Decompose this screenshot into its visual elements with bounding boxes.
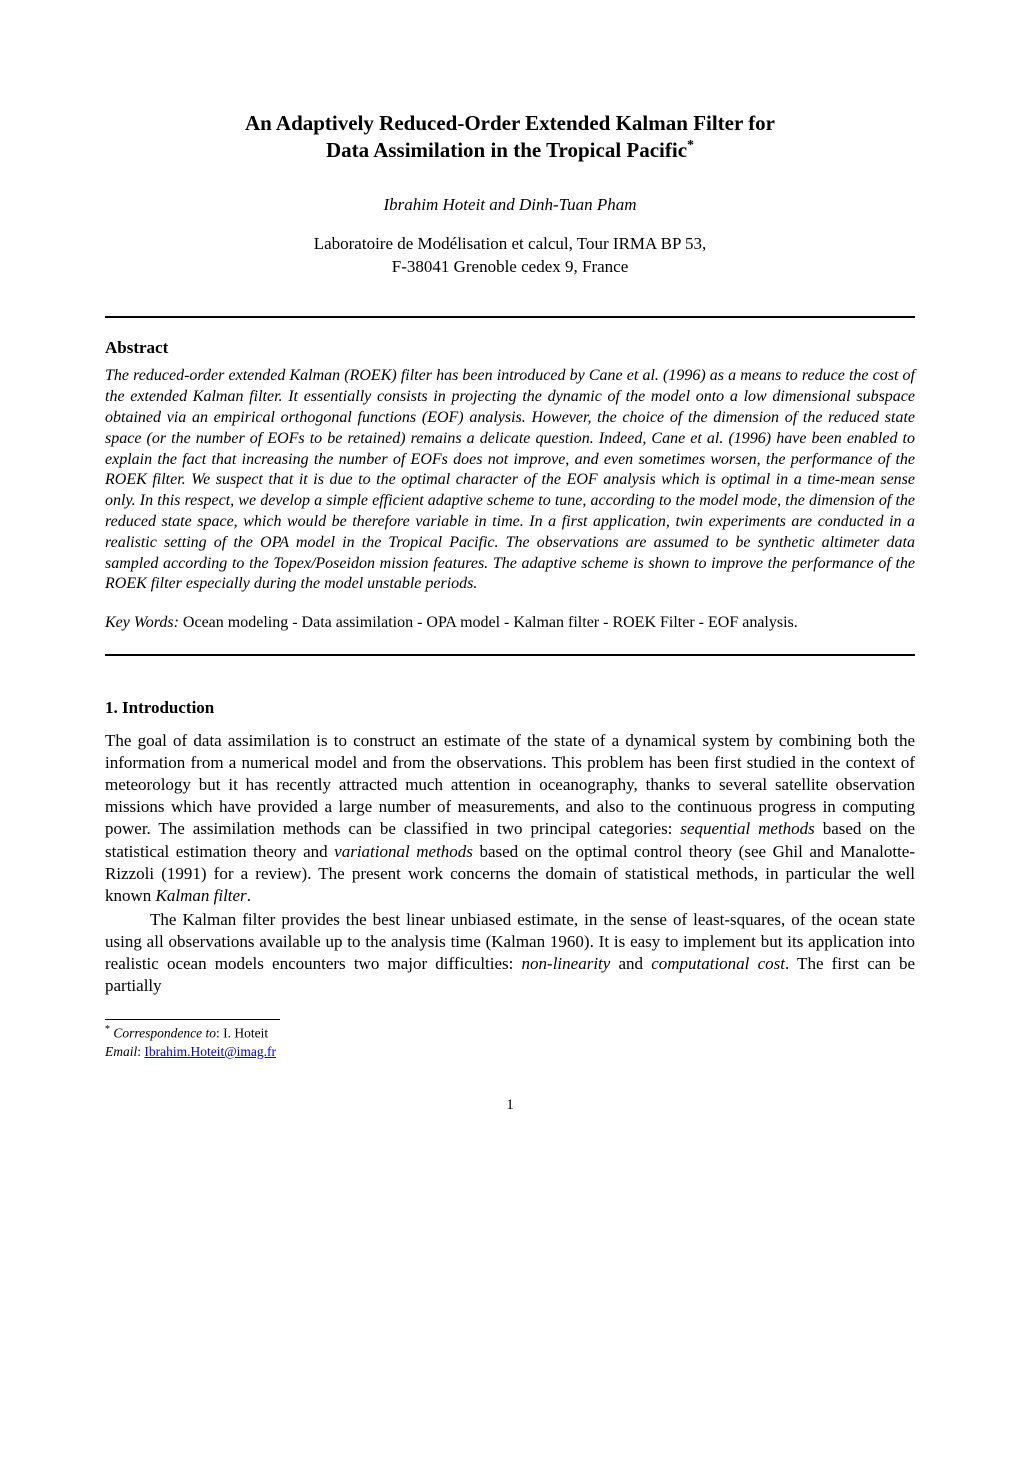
abstract-body: The reduced-order extended Kalman (ROEK)…	[105, 366, 915, 595]
affiliation-line-2: F-38041 Grenoble cedex 9, France	[105, 256, 915, 279]
authors: Ibrahim Hoteit and Dinh-Tuan Pham	[105, 195, 915, 215]
intro-para-2: The Kalman filter provides the best line…	[105, 909, 915, 997]
footnote-separator	[105, 1019, 280, 1020]
p1-t4: .	[247, 886, 251, 905]
affiliation-line-1: Laboratoire de Modélisation et calcul, T…	[105, 233, 915, 256]
keywords: Key Words: Ocean modeling - Data assimil…	[105, 613, 915, 634]
title-line-2: Data Assimilation in the Tropical Pacifi…	[105, 137, 915, 164]
email-link[interactable]: Ibrahim.Hoteit@imag.fr	[144, 1044, 276, 1059]
divider-bottom	[105, 654, 915, 656]
intro-para-1: The goal of data assimilation is to cons…	[105, 730, 915, 907]
page-number: 1	[105, 1097, 915, 1114]
email-label: Email	[105, 1044, 137, 1059]
divider-top	[105, 316, 915, 318]
p2-t2: and	[610, 954, 651, 973]
paper-title: An Adaptively Reduced-Order Extended Kal…	[105, 110, 915, 165]
p2-i2: computational cost	[651, 954, 785, 973]
p1-i2: variational methods	[334, 842, 473, 861]
affiliation: Laboratoire de Modélisation et calcul, T…	[105, 233, 915, 279]
section-1-heading: 1. Introduction	[105, 698, 915, 718]
footnote: * Correspondence to: I. Hoteit Email: Ib…	[105, 1023, 915, 1061]
footnote-line-1: * Correspondence to: I. Hoteit	[105, 1023, 915, 1043]
p2-i1: non-linearity	[522, 954, 611, 973]
footnote-line-2: Email: Ibrahim.Hoteit@imag.fr	[105, 1043, 915, 1061]
title-text-2: Data Assimilation in the Tropical Pacifi…	[326, 138, 687, 162]
title-line-1: An Adaptively Reduced-Order Extended Kal…	[105, 110, 915, 137]
keywords-text: Ocean modeling - Data assimilation - OPA…	[179, 614, 798, 631]
p1-i3: Kalman filter	[156, 886, 247, 905]
title-footnote-marker: *	[687, 138, 694, 153]
keywords-label: Key Words:	[105, 614, 179, 631]
abstract-heading: Abstract	[105, 338, 915, 358]
p1-i1: sequential methods	[680, 819, 814, 838]
correspondence-label: Correspondence to	[110, 1026, 216, 1041]
correspondence-text: : I. Hoteit	[216, 1026, 268, 1041]
